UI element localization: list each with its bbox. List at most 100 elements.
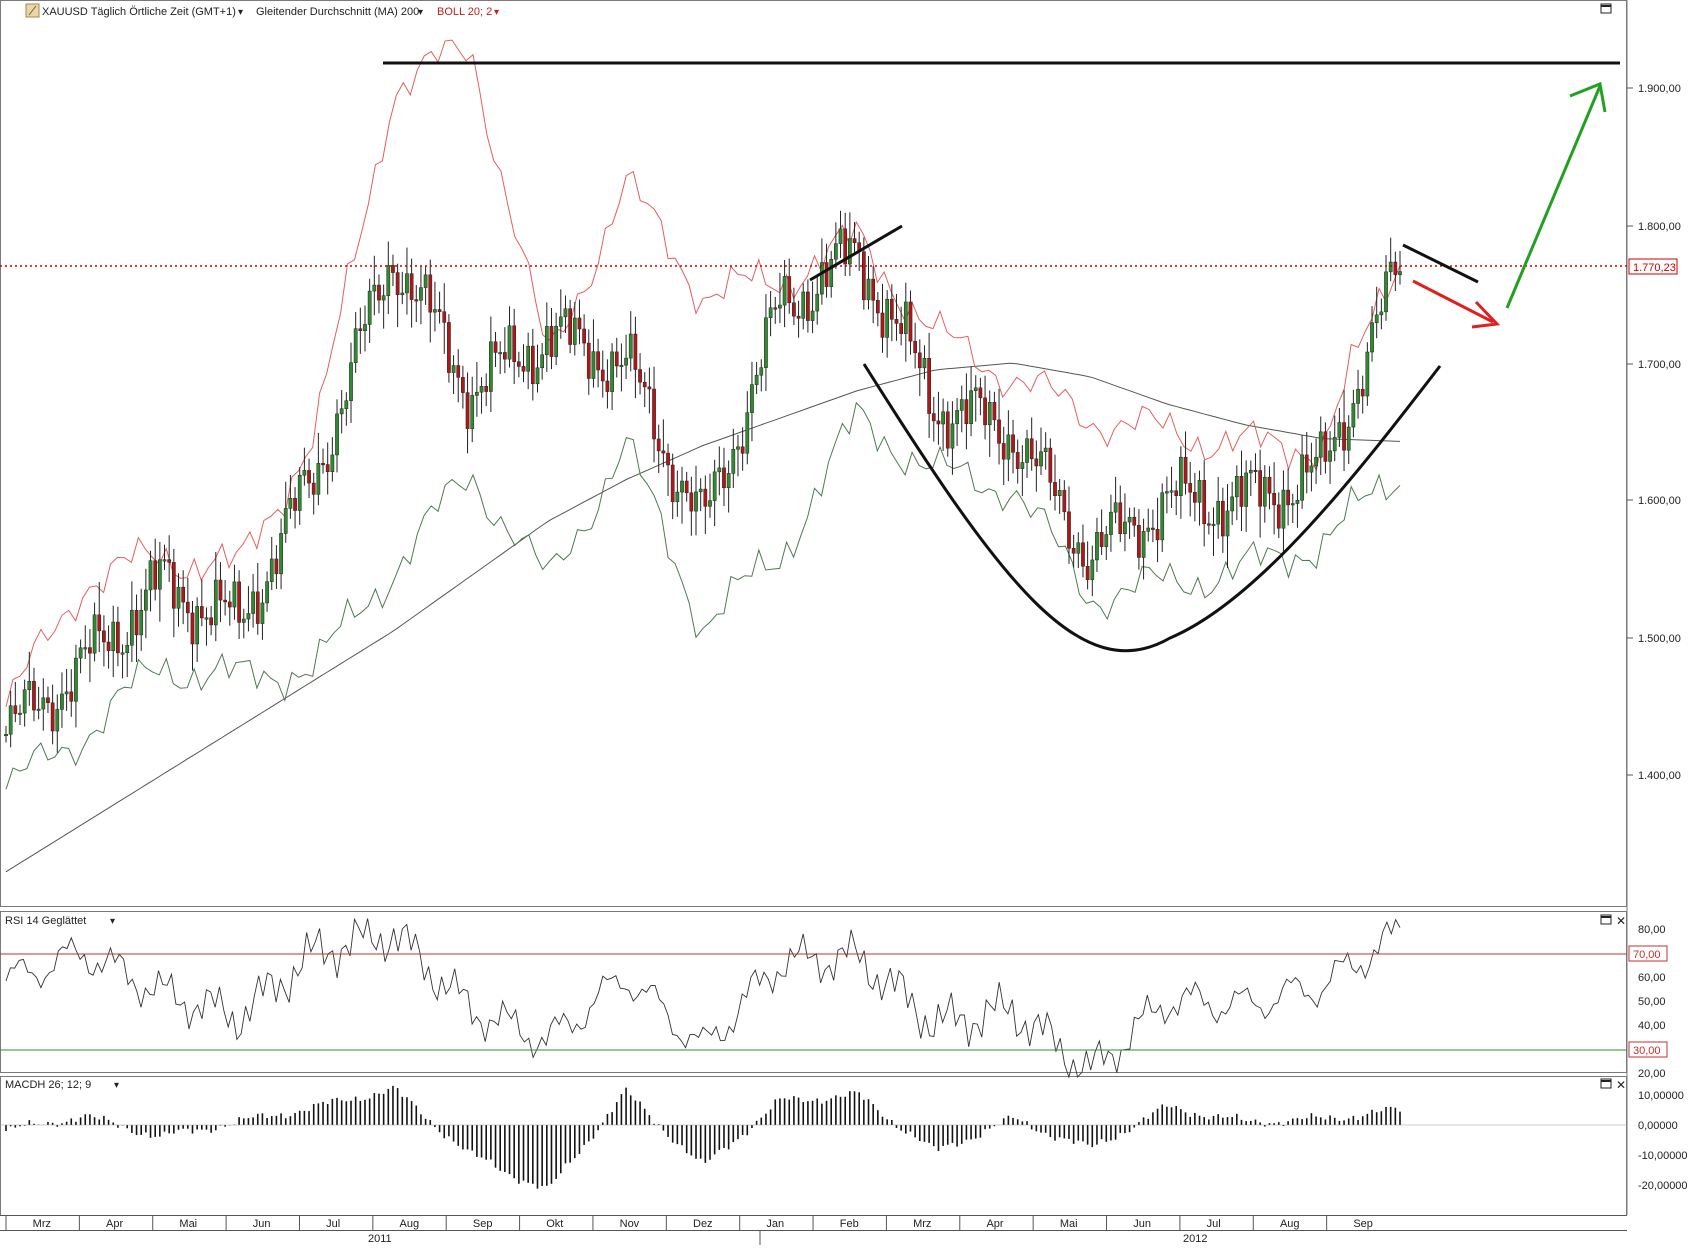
price-panel[interactable]	[0, 0, 1627, 907]
rsi-tick-label: 60,00	[1638, 972, 1666, 984]
month-label: Jul	[326, 1218, 340, 1230]
candle	[773, 296, 778, 324]
candle	[97, 582, 102, 653]
candle	[78, 639, 83, 674]
candle	[190, 600, 195, 671]
candle	[848, 212, 852, 276]
candle	[787, 258, 792, 314]
candle	[1001, 426, 1006, 485]
candle	[978, 377, 983, 416]
candle	[311, 472, 316, 515]
candle	[395, 263, 400, 328]
rsi-label[interactable]: RSI 14 Geglättet	[5, 915, 86, 927]
candle	[18, 704, 22, 726]
candle	[148, 550, 153, 612]
current-price-label: 1.770,23	[1633, 262, 1676, 274]
candle	[1123, 493, 1127, 552]
candle	[507, 306, 512, 368]
candle	[195, 597, 200, 663]
candle	[223, 580, 227, 616]
rsi-panel-maximize-icon[interactable]	[1600, 914, 1612, 925]
month-label: Aug	[400, 1218, 420, 1230]
instrument-dropdown-icon[interactable]: ▾	[238, 7, 243, 18]
candle	[74, 644, 78, 728]
candle	[750, 361, 754, 442]
candle	[1295, 484, 1300, 528]
candle	[423, 265, 428, 305]
candle	[116, 606, 120, 667]
macd-close-icon[interactable]: ✕	[1616, 1078, 1626, 1092]
candle	[992, 391, 997, 431]
candle	[712, 459, 717, 527]
candle	[656, 424, 661, 474]
candle	[367, 278, 372, 343]
candle	[1020, 445, 1025, 497]
candle	[227, 590, 232, 626]
candle	[838, 210, 843, 258]
candle	[577, 299, 582, 345]
macd-panel-maximize-icon[interactable]	[1600, 1078, 1612, 1089]
candle	[554, 312, 558, 365]
month-label: Mai	[179, 1218, 197, 1230]
candle	[246, 586, 251, 632]
rsi-tick-label: 50,00	[1638, 996, 1666, 1008]
macd-dropdown-icon[interactable]: ▾	[114, 1080, 119, 1091]
candle	[1151, 509, 1155, 543]
candle	[670, 453, 675, 520]
candle	[652, 366, 656, 463]
candle	[232, 564, 237, 620]
candle	[568, 299, 572, 354]
instrument-label[interactable]: XAUUSD Täglich Örtliche Zeit (GMT+1)	[42, 6, 236, 18]
candle	[1034, 440, 1039, 492]
candle	[754, 361, 759, 395]
candle	[1053, 454, 1057, 511]
macd-panel[interactable]	[0, 1076, 1627, 1216]
candle	[871, 266, 876, 324]
candle	[768, 291, 773, 337]
macd-label[interactable]: MACDH 26; 12; 9	[5, 1079, 91, 1091]
candle	[1323, 422, 1328, 474]
candle	[381, 284, 386, 329]
rsi-panel[interactable]	[0, 911, 1627, 1073]
candle	[279, 518, 283, 590]
candle	[1197, 470, 1202, 526]
candle	[498, 341, 503, 375]
ma-label[interactable]: Gleitender Durchschnitt (MA) 200	[256, 6, 419, 18]
candle	[1216, 477, 1221, 539]
candle	[516, 351, 521, 378]
rsi-dropdown-icon[interactable]: ▾	[110, 916, 115, 927]
candle	[1193, 472, 1197, 522]
candle	[955, 398, 959, 447]
ma-dropdown-icon[interactable]: ▾	[418, 7, 423, 18]
boll-dropdown-icon[interactable]: ▾	[494, 7, 499, 18]
candle	[1137, 509, 1141, 570]
rsi-lower-level-label: 30,00	[1633, 1045, 1661, 1057]
candle	[680, 466, 684, 524]
candle	[675, 470, 680, 517]
macd-tick-label: 10,00000	[1638, 1090, 1684, 1102]
candle	[386, 241, 391, 315]
candle	[959, 385, 964, 433]
candle	[32, 667, 36, 722]
candle	[661, 419, 666, 468]
chart-legend[interactable]: XAUUSD Täglich Örtliche Zeit (GMT+1) ▾ G…	[25, 3, 499, 18]
candle	[1048, 438, 1053, 501]
candle	[1309, 442, 1314, 492]
month-label: Dez	[693, 1218, 713, 1230]
price-panel-maximize-icon[interactable]	[1600, 3, 1612, 14]
candle	[1090, 545, 1095, 597]
candle	[899, 306, 903, 346]
candle	[806, 279, 810, 333]
candle	[167, 535, 172, 582]
candle	[647, 367, 652, 414]
candle	[158, 541, 162, 622]
candle	[419, 265, 423, 325]
candle	[801, 283, 806, 330]
candle	[913, 322, 917, 369]
candle	[153, 538, 158, 601]
candle	[1160, 483, 1165, 552]
candle	[274, 545, 279, 589]
current-price-badge	[1628, 258, 1678, 275]
rsi-close-icon[interactable]: ✕	[1616, 914, 1626, 928]
boll-label[interactable]: BOLL 20; 2	[437, 6, 492, 18]
